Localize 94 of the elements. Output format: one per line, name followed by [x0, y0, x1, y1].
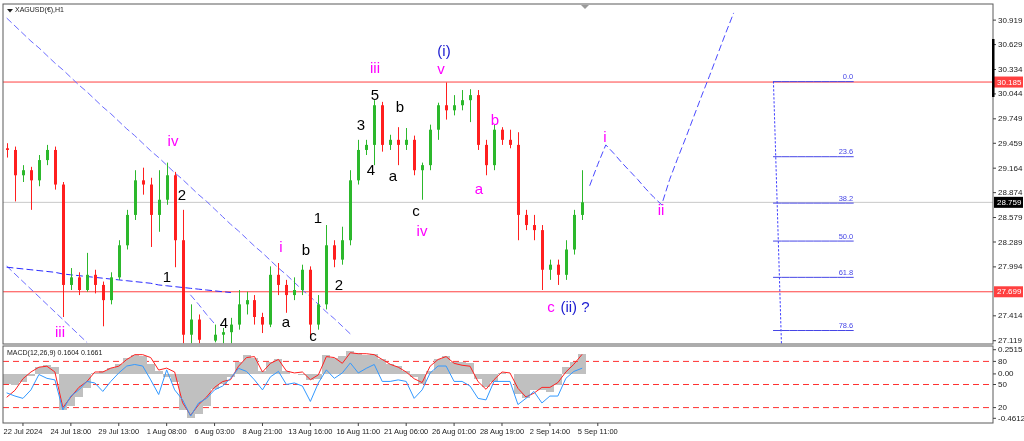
y-tick-label: 27.119 — [998, 336, 1023, 346]
candlestick — [86, 252, 89, 293]
ref-line-label: 27.699 — [997, 287, 1023, 297]
candlestick — [341, 226, 344, 266]
annotation: iv — [416, 221, 428, 239]
candlestick — [190, 303, 193, 344]
annotation: iii — [55, 322, 65, 340]
candlestick — [421, 162, 424, 201]
y-tick-label: 28.874 — [998, 188, 1024, 198]
annotation: a — [388, 166, 398, 184]
candlestick — [509, 129, 512, 149]
candlestick — [94, 269, 97, 294]
annotation: i — [279, 237, 283, 255]
candlestick — [230, 317, 233, 344]
candlestick — [453, 94, 456, 116]
candlestick — [533, 214, 536, 241]
candlestick — [30, 166, 33, 211]
ref-line-label: 30.185 — [997, 77, 1023, 87]
y-tick-label: 30.334 — [998, 64, 1024, 74]
annotation: v — [437, 59, 446, 77]
y2-tick-label: 80 — [998, 356, 1008, 366]
candlestick — [253, 294, 256, 326]
candlestick — [70, 267, 73, 291]
annotation: c — [309, 326, 318, 344]
annotation: 1 — [313, 208, 323, 226]
y-tick-label: 29.459 — [998, 138, 1024, 148]
annotation: 2 — [177, 185, 187, 203]
y-tick-label: 27.994 — [998, 262, 1024, 272]
candlestick — [102, 281, 105, 327]
candlestick — [238, 289, 241, 331]
y-tick-label: 29.164 — [998, 163, 1024, 173]
annotation: a — [474, 179, 484, 197]
y-tick-label: 28.579 — [998, 213, 1024, 223]
annotation: b — [395, 97, 405, 115]
candlestick — [38, 154, 41, 187]
annotation: i — [603, 127, 607, 145]
annotation: 4 — [366, 160, 376, 178]
candlestick — [461, 89, 464, 111]
annotation: iv — [167, 131, 179, 149]
y-tick-label: 29.749 — [998, 114, 1024, 124]
candlestick — [285, 279, 288, 314]
candlestick — [301, 264, 304, 296]
candlestick — [549, 259, 552, 281]
annotation: (ii) ? — [560, 297, 590, 315]
annotation: b — [301, 240, 311, 258]
candlestick — [525, 209, 528, 231]
annotation: ii — [657, 200, 665, 218]
candlestick — [158, 169, 161, 233]
annotation: iii — [370, 58, 380, 76]
y-tick-label: 30.919 — [998, 15, 1024, 25]
line-series — [6, 362, 583, 417]
annotation: 5 — [370, 85, 380, 103]
annotation: 2 — [334, 275, 344, 293]
y-tick-label: 30.629 — [998, 40, 1024, 50]
y-tick-label: 0.00 — [998, 369, 1015, 379]
candlestick — [46, 144, 49, 166]
line-series — [190, 294, 216, 325]
annotation: 4 — [219, 313, 229, 331]
annotation: c — [412, 201, 421, 219]
annotation: 3 — [356, 115, 366, 133]
line-series — [589, 12, 735, 206]
candlestick — [317, 294, 320, 331]
candlestick — [142, 167, 145, 196]
annotation: b — [490, 110, 500, 128]
candlestick — [78, 271, 81, 296]
candlestick — [333, 239, 336, 268]
candlestick — [405, 127, 408, 151]
y2-tick-label: 20 — [998, 403, 1008, 413]
candlestick — [397, 126, 400, 166]
candlestick — [277, 262, 280, 296]
line-series — [6, 265, 88, 343]
y-tick-label: 27.414 — [998, 311, 1024, 321]
line-series — [6, 17, 351, 335]
y-tick-label: 28.289 — [998, 237, 1024, 247]
ref-line-label: 28.759 — [997, 197, 1023, 207]
annotation: a — [281, 312, 291, 330]
candlestick — [445, 81, 448, 121]
y2-tick-label: 50 — [998, 380, 1008, 389]
y-tick-label: 30.044 — [998, 89, 1024, 99]
candlestick — [485, 139, 488, 176]
candlestick — [246, 291, 249, 315]
candlestick — [6, 142, 9, 159]
annotation: c — [547, 297, 556, 315]
candlestick — [469, 88, 472, 123]
annotation: (i) — [437, 41, 451, 59]
candlestick — [261, 312, 264, 334]
candlestick — [198, 313, 201, 344]
candlestick — [110, 271, 113, 305]
y-tick-label: 0.2515 — [998, 345, 1024, 355]
candlestick — [557, 259, 560, 286]
candlestick — [293, 276, 296, 301]
candlestick — [581, 169, 584, 221]
annotation: 1 — [162, 267, 172, 285]
y-tick-label: -0.4612 — [998, 413, 1024, 423]
